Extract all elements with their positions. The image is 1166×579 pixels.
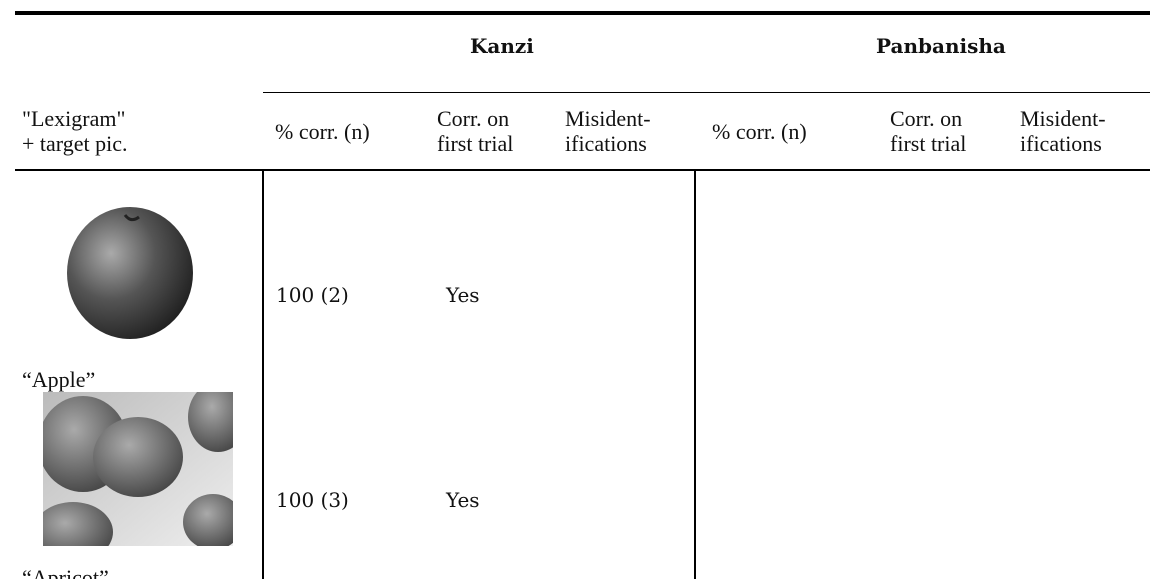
column-header: first trial xyxy=(437,131,514,156)
cell-value: 100 (3) xyxy=(276,488,349,512)
group-rule xyxy=(263,92,1150,93)
column-header: + target pic. xyxy=(22,131,128,156)
column-header: first trial xyxy=(890,131,967,156)
header-rule xyxy=(15,169,1150,171)
column-divider xyxy=(262,171,264,579)
cell-value: Yes xyxy=(446,283,480,307)
cell-value: Yes xyxy=(446,488,480,512)
column-header: % corr. (n) xyxy=(275,119,370,144)
apple-picture xyxy=(67,207,193,339)
column-header: ifications xyxy=(565,131,647,156)
column-header: ifications xyxy=(1020,131,1102,156)
column-header: Misident- xyxy=(565,106,651,131)
top-rule xyxy=(15,11,1150,15)
column-header: Corr. on xyxy=(890,106,963,131)
column-header: "Lexigram" xyxy=(22,106,126,131)
column-header: % corr. (n) xyxy=(712,119,807,144)
apricot-picture xyxy=(43,392,233,546)
group-header: Panbanisha xyxy=(876,34,1006,58)
column-header: Corr. on xyxy=(437,106,510,131)
cell-value: 100 (2) xyxy=(276,283,349,307)
row-label: “Apple” xyxy=(22,367,96,392)
group-header: Kanzi xyxy=(470,34,534,58)
row-label: “Apricot” xyxy=(22,565,109,579)
column-header: Misident- xyxy=(1020,106,1106,131)
column-divider xyxy=(694,171,696,579)
